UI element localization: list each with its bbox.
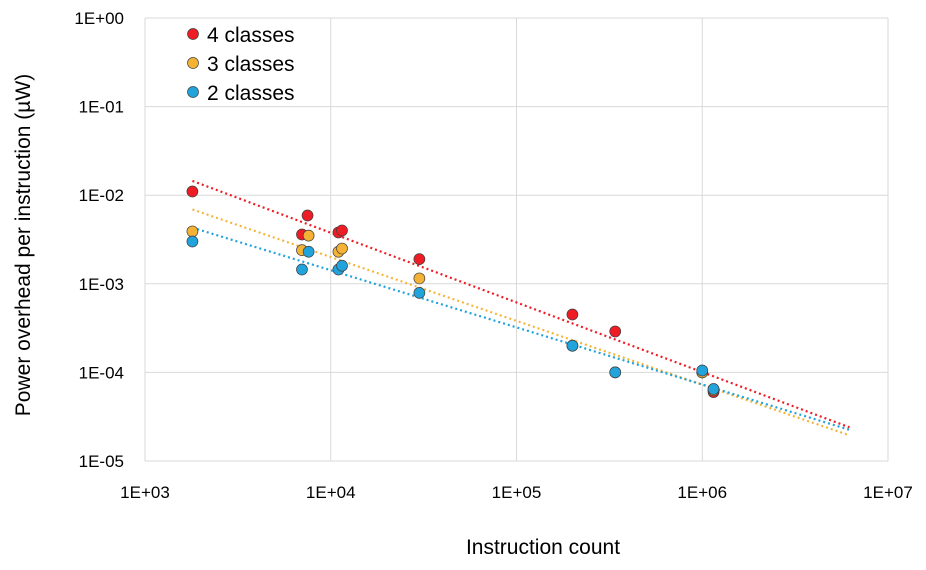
data-point-2-classes — [296, 263, 308, 276]
data-point-2-classes — [609, 366, 622, 379]
x-tick-label: 1E+04 — [306, 483, 356, 502]
y-tick-label: 1E-05 — [79, 452, 124, 471]
y-tick-label: 1E-03 — [79, 275, 124, 294]
data-point-3-classes — [336, 242, 348, 255]
y-tick-label: 1E-01 — [79, 98, 124, 117]
trendline-2-classes — [192, 226, 850, 431]
trendline-4-classes — [192, 179, 850, 429]
data-point-2-classes — [186, 235, 199, 248]
x-tick-label: 1E+03 — [120, 483, 170, 502]
data-point-4-classes — [413, 253, 426, 265]
x-axis-title: Instruction count — [466, 536, 620, 559]
data-point-4-classes — [336, 224, 348, 237]
trendlines — [192, 179, 850, 437]
legend-marker-4-classes — [187, 28, 199, 40]
data-point-4-classes — [186, 185, 199, 198]
data-point-2-classes — [413, 287, 426, 299]
trendline-3-classes — [192, 208, 850, 437]
legend-label-3-classes: 3 classes — [207, 53, 295, 76]
y-axis-title: Power overhead per instruction (µW) — [12, 74, 35, 416]
legend-label-2-classes: 2 classes — [207, 82, 295, 105]
x-tick-label: 1E+05 — [492, 483, 542, 502]
data-point-3-classes — [186, 225, 199, 238]
y-tick-label: 1E-04 — [79, 363, 124, 382]
data-point-2-classes — [696, 364, 709, 377]
data-point-2-classes — [566, 339, 579, 352]
y-tick-label: 1E-02 — [79, 186, 124, 205]
y-tick-label: 1E+00 — [74, 9, 124, 28]
data-point-3-classes — [302, 229, 315, 242]
data-points — [186, 185, 720, 398]
data-point-2-classes — [336, 259, 348, 272]
legend-marker-3-classes — [187, 57, 199, 69]
data-point-4-classes — [301, 209, 314, 222]
x-tick-labels: 1E+03 1E+04 1E+05 1E+06 1E+07 — [120, 483, 913, 502]
legend: 4 classes 3 classes 2 classes — [187, 24, 295, 105]
data-point-4-classes — [566, 308, 579, 321]
legend-marker-2-classes — [187, 86, 199, 98]
y-tick-labels: 1E+00 1E-01 1E-02 1E-03 1E-04 1E-05 — [74, 9, 124, 471]
x-tick-label: 1E+06 — [677, 483, 727, 502]
data-point-3-classes — [413, 272, 426, 285]
data-point-2-classes — [302, 245, 315, 258]
data-point-2-classes — [707, 383, 720, 395]
legend-label-4-classes: 4 classes — [207, 24, 295, 47]
x-tick-label: 1E+07 — [863, 483, 913, 502]
grid — [144, 17, 889, 462]
data-point-4-classes — [609, 325, 622, 338]
